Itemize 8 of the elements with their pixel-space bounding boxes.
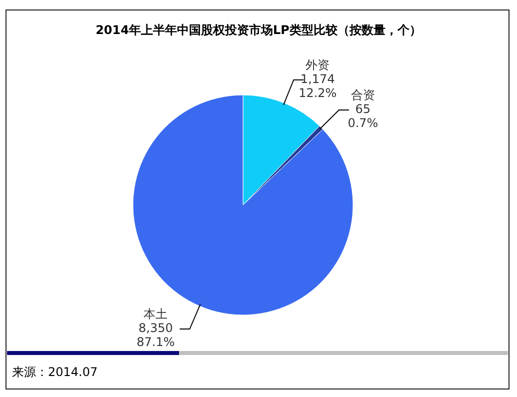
slice-label: 本土 xyxy=(144,307,168,322)
data-label: 65 0.7% xyxy=(348,102,378,130)
data-label: 1,174 12.2% xyxy=(298,72,337,100)
slice-label: 外资 xyxy=(306,58,330,72)
source-note: 来源：2014.07 xyxy=(12,365,98,379)
chart-title: 2014年上半年中国股权投资市场LP类型比较（按数量，个） xyxy=(96,23,422,37)
data-label: 8,350 87.1% xyxy=(136,321,175,350)
slice-label: 合资 xyxy=(350,88,375,102)
